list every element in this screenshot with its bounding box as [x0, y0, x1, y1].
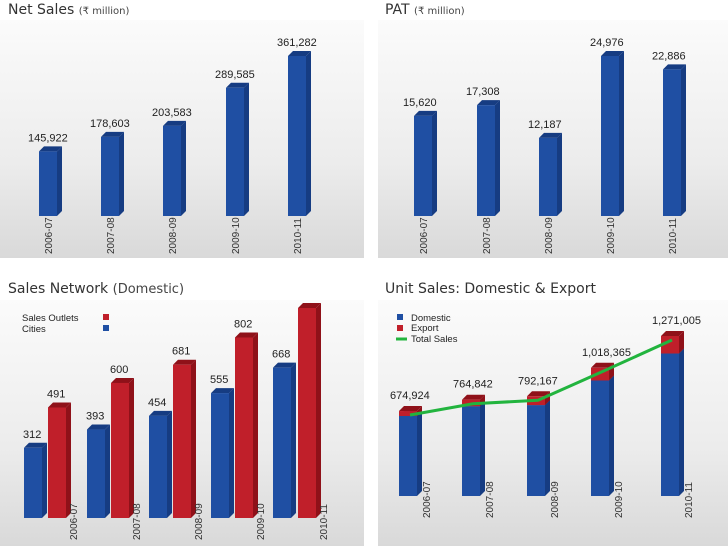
cities-label-2007-08: 393 — [86, 411, 104, 423]
cities-bar-2010-11 — [273, 362, 296, 518]
tick-label-2007-08: 2007-08 — [106, 217, 117, 254]
net-sales-title-text: Net Sales — [8, 2, 75, 18]
sales-network-title-text: Sales Network — [8, 281, 109, 297]
pat-chart: 15,620 2006-07 17,308 2007-08 12,187 2008-09 2… — [378, 20, 728, 258]
value-label-2006-07: 15,620 — [403, 97, 437, 109]
tick-label-2009-10: 2009-10 — [606, 217, 617, 254]
outlets-label-2010-11: 933 — [297, 300, 315, 301]
legend-swatch-sales-outlets — [103, 314, 109, 320]
value-label-2007-08: 17,308 — [466, 86, 500, 98]
outlets-bar-2010-11 — [298, 303, 321, 518]
legend-swatch-cities — [103, 325, 109, 331]
cities-label-2008-09: 454 — [148, 397, 166, 409]
outlets-bar-2007-08 — [111, 377, 134, 518]
net-sales-unit: (₹ million) — [78, 6, 130, 17]
total-label-2009-10: 1,018,365 — [582, 347, 631, 359]
total-label-2010-11: 1,271,005 — [652, 315, 701, 327]
legend-cities: Cities — [22, 324, 46, 335]
cities-bar-2006-07 — [24, 442, 47, 518]
bar-2007-08 — [101, 131, 124, 216]
unit-sales-title: Unit Sales: Domestic & Export — [385, 281, 596, 297]
value-label-2008-09: 12,187 — [528, 119, 562, 131]
outlets-bar-2009-10 — [235, 332, 258, 518]
outlets-label-2008-09: 681 — [172, 346, 190, 358]
cities-bar-2007-08 — [87, 424, 110, 518]
legend-domestic: Domestic — [411, 313, 451, 324]
tick-label-2009-10: 2009-10 — [614, 481, 625, 518]
outlets-bar-2006-07 — [48, 402, 71, 518]
legend-export: Export — [411, 323, 439, 334]
value-label-2009-10: 289,585 — [215, 69, 255, 81]
domestic-bar-2010-11 — [661, 348, 684, 496]
tick-label-2010-11: 2010-11 — [684, 482, 695, 518]
net-sales-chart: 145,922 2006-07 178,603 2007-08 203,583 2008-… — [0, 20, 364, 258]
value-label-2008-09: 203,583 — [152, 107, 192, 119]
value-label-2007-08: 178,603 — [90, 118, 130, 130]
tick-label-2010-11: 2010-11 — [668, 218, 679, 254]
total-label-2007-08: 764,842 — [453, 379, 493, 391]
tick-label-2007-08: 2007-08 — [485, 481, 496, 518]
total-label-2006-07: 674,924 — [390, 390, 430, 402]
legend-swatch-export — [397, 325, 403, 331]
pat-unit: (₹ million) — [414, 6, 465, 17]
tick-label-2010-11: 2010-11 — [319, 504, 330, 540]
total-sales-line — [409, 338, 673, 417]
outlets-bar-2008-09 — [173, 359, 196, 518]
bar-2010-11 — [663, 64, 686, 216]
export-bar-2010-11 — [661, 331, 684, 354]
value-label-2010-11: 361,282 — [277, 37, 317, 49]
tick-label-2006-07: 2006-07 — [44, 217, 55, 254]
bar-2006-07 — [39, 146, 62, 216]
total-label-2008-09: 792,167 — [518, 375, 558, 387]
tick-label-2008-09: 2008-09 — [168, 217, 179, 254]
outlets-label-2007-08: 600 — [110, 364, 128, 376]
tick-label-2010-11: 2010-11 — [293, 218, 304, 254]
tick-label-2009-10: 2009-10 — [256, 503, 267, 540]
net-sales-title: Net Sales (₹ million) — [8, 2, 129, 18]
outlets-label-2006-07: 491 — [47, 388, 65, 400]
cities-label-2010-11: 668 — [272, 349, 290, 361]
bar-2008-09 — [163, 120, 186, 216]
sales-network-subtitle: (Domestic) — [112, 282, 185, 297]
pat-title: PAT (₹ million) — [385, 2, 465, 18]
tick-label-2008-09: 2008-09 — [544, 217, 555, 254]
legend-sales-outlets: Sales Outlets — [22, 313, 79, 324]
domestic-bar-2007-08 — [462, 401, 485, 496]
legend-swatch-domestic — [397, 314, 403, 320]
legend-total-sales: Total Sales — [411, 334, 458, 345]
domestic-bar-2009-10 — [591, 375, 614, 496]
sales-network-title: Sales Network (Domestic) — [8, 281, 184, 297]
cities-label-2009-10: 555 — [210, 374, 228, 386]
bar-2008-09 — [539, 132, 562, 216]
bar-2006-07 — [414, 110, 437, 216]
export-bar-2008-09 — [527, 391, 550, 406]
tick-label-2009-10: 2009-10 — [231, 217, 242, 254]
tick-label-2008-09: 2008-09 — [194, 503, 205, 540]
tick-label-2007-08: 2007-08 — [482, 217, 493, 254]
bar-2009-10 — [226, 82, 249, 216]
bar-2010-11 — [288, 51, 311, 216]
outlets-label-2009-10: 802 — [234, 318, 252, 330]
cities-bar-2008-09 — [149, 410, 172, 518]
tick-label-2006-07: 2006-07 — [422, 481, 433, 518]
unit-sales-title-text: Unit Sales: Domestic & Export — [385, 281, 596, 297]
domestic-bar-2008-09 — [527, 400, 550, 496]
tick-label-2006-07: 2006-07 — [419, 217, 430, 254]
tick-label-2008-09: 2008-09 — [550, 481, 561, 518]
pat-title-text: PAT — [385, 2, 410, 18]
value-label-2006-07: 145,922 — [28, 132, 68, 144]
value-label-2010-11: 22,886 — [652, 50, 686, 62]
tick-label-2007-08: 2007-08 — [132, 503, 143, 540]
bar-2007-08 — [477, 100, 500, 216]
cities-bar-2009-10 — [211, 388, 234, 518]
tick-label-2006-07: 2006-07 — [69, 503, 80, 540]
bar-2009-10 — [601, 51, 624, 216]
value-label-2009-10: 24,976 — [590, 37, 624, 49]
domestic-bar-2006-07 — [399, 410, 422, 496]
cities-label-2006-07: 312 — [23, 429, 41, 441]
